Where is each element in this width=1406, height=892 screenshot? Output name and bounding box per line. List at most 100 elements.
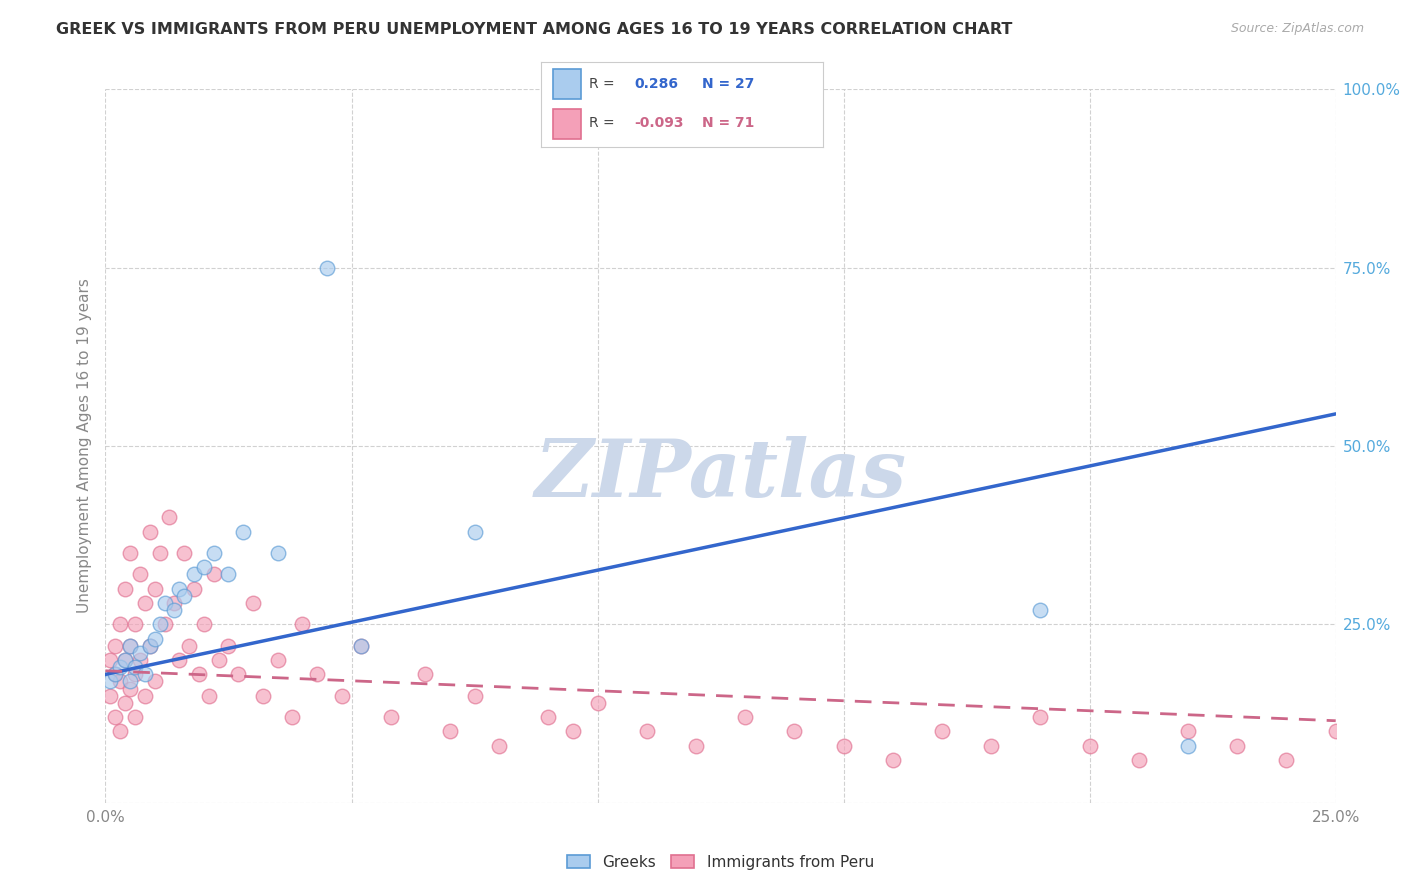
Point	[149, 617, 172, 632]
Point	[124, 710, 146, 724]
Point	[464, 524, 486, 539]
Point	[98, 653, 122, 667]
Point	[685, 739, 707, 753]
Point	[202, 546, 225, 560]
Point	[1177, 724, 1199, 739]
Text: GREEK VS IMMIGRANTS FROM PERU UNEMPLOYMENT AMONG AGES 16 TO 19 YEARS CORRELATION: GREEK VS IMMIGRANTS FROM PERU UNEMPLOYME…	[56, 22, 1012, 37]
Point	[183, 582, 205, 596]
Text: N = 71: N = 71	[702, 117, 754, 130]
Point	[169, 653, 191, 667]
Point	[1275, 753, 1298, 767]
Text: ZIPatlas: ZIPatlas	[534, 436, 907, 513]
Point	[129, 653, 152, 667]
Point	[488, 739, 510, 753]
Point	[439, 724, 461, 739]
Point	[931, 724, 953, 739]
Point	[1029, 710, 1052, 724]
Point	[179, 639, 201, 653]
Point	[129, 567, 152, 582]
Point	[562, 724, 585, 739]
Point	[124, 617, 146, 632]
Point	[281, 710, 304, 724]
Point	[183, 567, 205, 582]
Point	[832, 739, 855, 753]
Point	[1128, 753, 1150, 767]
Point	[124, 667, 146, 681]
Point	[882, 753, 904, 767]
Point	[586, 696, 609, 710]
Point	[104, 639, 127, 653]
Bar	[553, 70, 581, 99]
Point	[537, 710, 560, 724]
Point	[202, 567, 225, 582]
Point	[208, 653, 231, 667]
Point	[1029, 603, 1052, 617]
Point	[315, 260, 337, 275]
Point	[114, 582, 136, 596]
Point	[110, 617, 132, 632]
Point	[134, 596, 156, 610]
Point	[169, 582, 191, 596]
Point	[218, 567, 240, 582]
Point	[129, 646, 152, 660]
Point	[98, 689, 122, 703]
Bar	[553, 109, 581, 139]
Point	[120, 546, 141, 560]
Point	[114, 653, 136, 667]
Point	[114, 696, 136, 710]
Point	[242, 596, 264, 610]
Point	[104, 667, 127, 681]
Point	[143, 582, 166, 596]
Point	[218, 639, 240, 653]
Point	[228, 667, 250, 681]
Point	[120, 639, 141, 653]
Point	[464, 689, 486, 703]
Point	[1078, 739, 1101, 753]
Point	[159, 510, 180, 524]
Point	[267, 546, 290, 560]
Point	[252, 689, 274, 703]
Point	[120, 681, 141, 696]
Point	[134, 689, 156, 703]
Point	[110, 724, 132, 739]
Point	[330, 689, 353, 703]
Point	[149, 546, 172, 560]
Point	[1226, 739, 1249, 753]
Point	[197, 689, 221, 703]
Point	[114, 653, 136, 667]
Point	[193, 560, 215, 574]
Point	[350, 639, 373, 653]
Text: N = 27: N = 27	[702, 77, 754, 91]
Y-axis label: Unemployment Among Ages 16 to 19 years: Unemployment Among Ages 16 to 19 years	[77, 278, 93, 614]
Point	[110, 660, 132, 674]
Point	[1177, 739, 1199, 753]
Text: -0.093: -0.093	[634, 117, 683, 130]
Text: R =: R =	[589, 117, 614, 130]
Point	[153, 596, 176, 610]
Point	[163, 603, 186, 617]
Point	[138, 639, 162, 653]
Point	[163, 596, 186, 610]
Point	[783, 724, 806, 739]
Point	[188, 667, 211, 681]
Point	[98, 674, 122, 689]
Point	[120, 639, 141, 653]
Point	[980, 739, 1002, 753]
Point	[291, 617, 314, 632]
Point	[138, 639, 162, 653]
Point	[143, 632, 166, 646]
Point	[1324, 724, 1347, 739]
Text: Source: ZipAtlas.com: Source: ZipAtlas.com	[1230, 22, 1364, 36]
Point	[143, 674, 166, 689]
Text: R =: R =	[589, 77, 614, 91]
Legend: Greeks, Immigrants from Peru: Greeks, Immigrants from Peru	[560, 847, 882, 877]
Point	[153, 617, 176, 632]
Point	[734, 710, 756, 724]
Point	[134, 667, 156, 681]
Point	[124, 660, 146, 674]
Point	[415, 667, 437, 681]
Point	[380, 710, 402, 724]
Point	[636, 724, 658, 739]
Point	[110, 674, 132, 689]
Point	[138, 524, 162, 539]
